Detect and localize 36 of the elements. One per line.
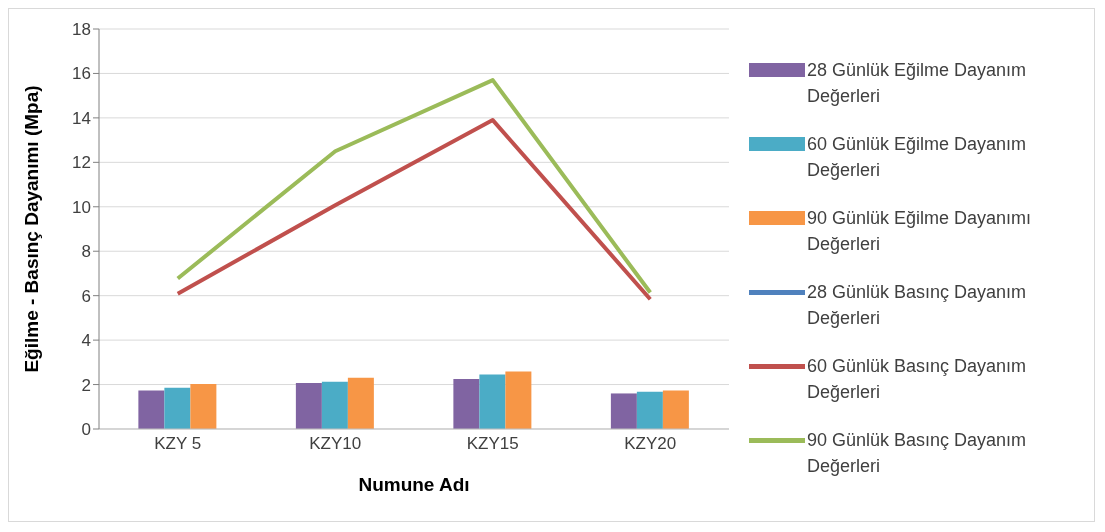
bar [347, 377, 374, 429]
y-tick-label: 12 [72, 153, 91, 173]
x-tick-label: KZY15 [466, 434, 519, 454]
bar [662, 390, 689, 429]
y-tick-label: 0 [81, 420, 91, 440]
bar [138, 390, 165, 429]
y-tick-label: 4 [81, 331, 91, 351]
y-tick-label: 2 [81, 375, 91, 395]
x-tick-label: KZY 5 [154, 434, 202, 454]
legend-label: 28 Günlük Eğilme Dayanım Değerleri [807, 59, 1028, 108]
legend-label: 90 Günlük Basınç Dayanım Değerleri [807, 429, 1028, 478]
x-axis-title: Numune Adı [358, 474, 470, 495]
y-tick-label: 10 [72, 197, 91, 217]
bar [610, 393, 637, 429]
line-series [175, 118, 653, 302]
legend-label: 90 Günlük Eğilme Dayanımı Değerleri [807, 207, 1033, 256]
y-tick-label: 8 [81, 242, 91, 262]
x-tick-label: KZY10 [309, 434, 362, 454]
y-tick-label: 14 [72, 108, 91, 128]
bar [505, 371, 532, 429]
bar [321, 381, 348, 429]
bar [164, 387, 191, 429]
line-series [175, 78, 653, 295]
bar [636, 391, 663, 429]
bar [190, 384, 217, 429]
bar [295, 383, 322, 429]
y-tick-label: 16 [72, 64, 91, 84]
legend-label: 28 Günlük Basınç Dayanım Değerleri [807, 281, 1028, 330]
x-tick-label: KZY20 [624, 434, 677, 454]
y-tick-label: 18 [72, 20, 91, 40]
bar [453, 379, 480, 429]
y-tick-label: 6 [81, 286, 91, 306]
legend-label: 60 Günlük Eğilme Dayanım Değerleri [807, 133, 1028, 182]
legend-label: 60 Günlük Basınç Dayanım Değerleri [807, 355, 1028, 404]
bar [479, 374, 506, 429]
y-axis-title: Eğilme - Basınç Dayanımı (Mpa) [20, 85, 42, 373]
